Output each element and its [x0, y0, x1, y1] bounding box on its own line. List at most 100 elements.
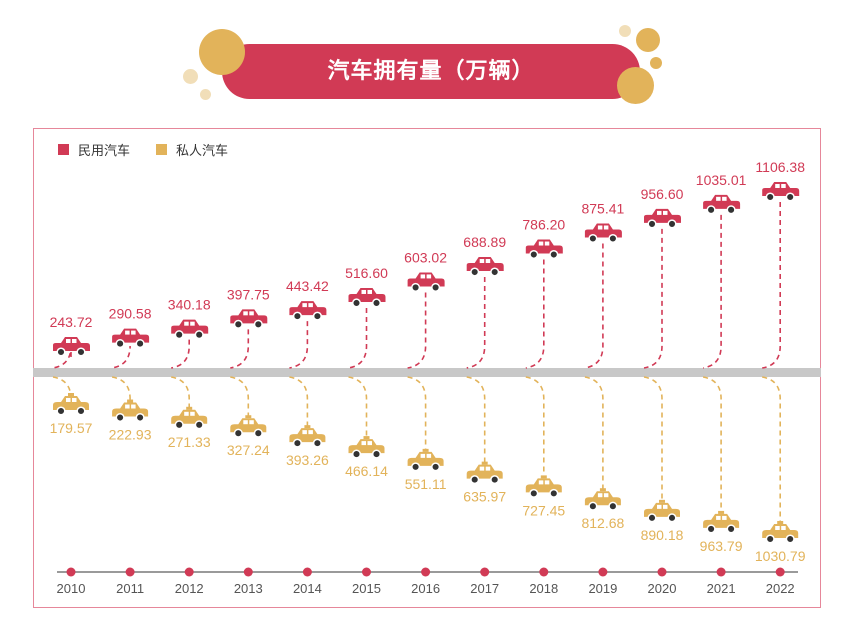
civil-data-label: 1106.38	[755, 159, 805, 175]
year-tick-label: 2014	[293, 581, 322, 596]
private-data-label: 327.24	[227, 442, 270, 458]
yellow-taxi-icon	[407, 448, 444, 472]
civil-data-label: 688.89	[463, 234, 506, 250]
taxi-part	[431, 462, 441, 472]
private-connector	[171, 376, 190, 408]
taxi-part	[72, 398, 77, 402]
private-data-label: 727.45	[522, 502, 565, 518]
car-part	[411, 282, 421, 292]
timeline-dot	[716, 567, 726, 577]
taxi-part	[125, 404, 130, 409]
year-tick-label: 2017	[470, 581, 499, 596]
decor-bubble-tiny-left	[200, 89, 211, 100]
car-part	[312, 311, 322, 321]
taxi-part	[68, 393, 74, 396]
car-part	[485, 259, 491, 264]
car-part	[184, 321, 189, 326]
timeline-dot	[125, 567, 135, 577]
taxi-part	[411, 462, 421, 472]
taxi-part	[538, 480, 544, 485]
car-part	[253, 319, 263, 329]
red-car-icon	[407, 272, 445, 292]
car-part	[647, 219, 657, 229]
taxi-part	[599, 488, 606, 492]
car-part	[76, 347, 86, 357]
red-car-icon	[644, 208, 681, 229]
year-tick-label: 2016	[411, 581, 440, 596]
red-car-icon	[762, 182, 800, 202]
taxi-part	[174, 420, 184, 430]
year-tick-label: 2015	[352, 581, 381, 596]
car-part	[194, 330, 204, 340]
taxi-part	[302, 430, 307, 435]
yellow-taxi-icon	[466, 461, 503, 485]
private-data-label: 466.14	[345, 463, 388, 479]
civil-data-label: 397.75	[227, 286, 270, 302]
car-part	[292, 311, 302, 321]
decor-bubble-medium-right	[636, 28, 660, 52]
civil-connector	[762, 202, 781, 369]
taxi-part	[584, 491, 621, 506]
car-part	[785, 192, 795, 202]
private-connector	[584, 376, 604, 490]
taxi-part	[785, 534, 795, 544]
taxi-part	[243, 420, 248, 425]
chart-title: 汽车拥有量（万辆）	[327, 59, 535, 84]
car-part	[657, 210, 662, 215]
yellow-taxi-icon	[644, 499, 680, 523]
civil-data-label: 1035.01	[696, 172, 747, 188]
timeline-dot	[657, 567, 667, 577]
year-tick-label: 2011	[116, 581, 144, 596]
civil-connector	[643, 228, 663, 369]
car-part	[131, 330, 136, 335]
taxi-part	[76, 406, 86, 416]
taxi-part	[765, 534, 775, 544]
private-connector	[643, 376, 663, 501]
red-car-icon	[112, 328, 150, 349]
year-tick-label: 2022	[766, 581, 795, 596]
legend-item-civil: 民用汽车	[58, 140, 130, 159]
civil-data-label: 340.18	[168, 297, 211, 313]
car-part	[549, 249, 559, 260]
taxi-part	[371, 449, 382, 459]
car-part	[603, 225, 609, 230]
car-part	[426, 274, 432, 279]
civil-connector	[407, 292, 427, 369]
taxi-part	[544, 480, 550, 485]
red-car-icon	[171, 319, 209, 340]
taxi-part	[348, 439, 385, 454]
taxi-part	[722, 515, 727, 520]
taxi-part	[292, 438, 302, 448]
taxi-part	[718, 510, 725, 514]
yellow-taxi-icon	[762, 521, 799, 544]
civil-connector	[702, 214, 722, 369]
private-connector	[525, 376, 545, 477]
taxi-part	[53, 396, 89, 410]
private-data-label: 890.18	[641, 527, 684, 543]
car-part	[775, 184, 780, 188]
legend-swatch-civil	[58, 144, 69, 155]
civil-connector	[230, 329, 250, 369]
civil-connector	[584, 243, 604, 369]
car-part	[243, 311, 248, 316]
taxi-part	[470, 475, 480, 485]
private-connector	[289, 376, 309, 427]
private-data-label: 1030.79	[755, 548, 806, 564]
taxi-part	[775, 526, 780, 530]
decor-bubble-tiny-right	[619, 25, 631, 37]
taxi-part	[66, 398, 71, 402]
yellow-taxi-icon	[112, 399, 149, 423]
civil-connector	[348, 307, 368, 369]
taxi-part	[249, 420, 254, 425]
yellow-taxi-icon	[230, 415, 267, 438]
taxi-part	[644, 502, 680, 517]
taxi-part	[485, 466, 491, 471]
taxi-part	[407, 451, 444, 466]
private-connector	[762, 376, 781, 522]
civil-data-label: 516.60	[345, 265, 388, 281]
taxi-part	[647, 513, 657, 523]
taxi-part	[490, 475, 500, 485]
car-part	[302, 303, 307, 308]
taxi-part	[781, 526, 786, 530]
taxi-part	[663, 504, 668, 509]
